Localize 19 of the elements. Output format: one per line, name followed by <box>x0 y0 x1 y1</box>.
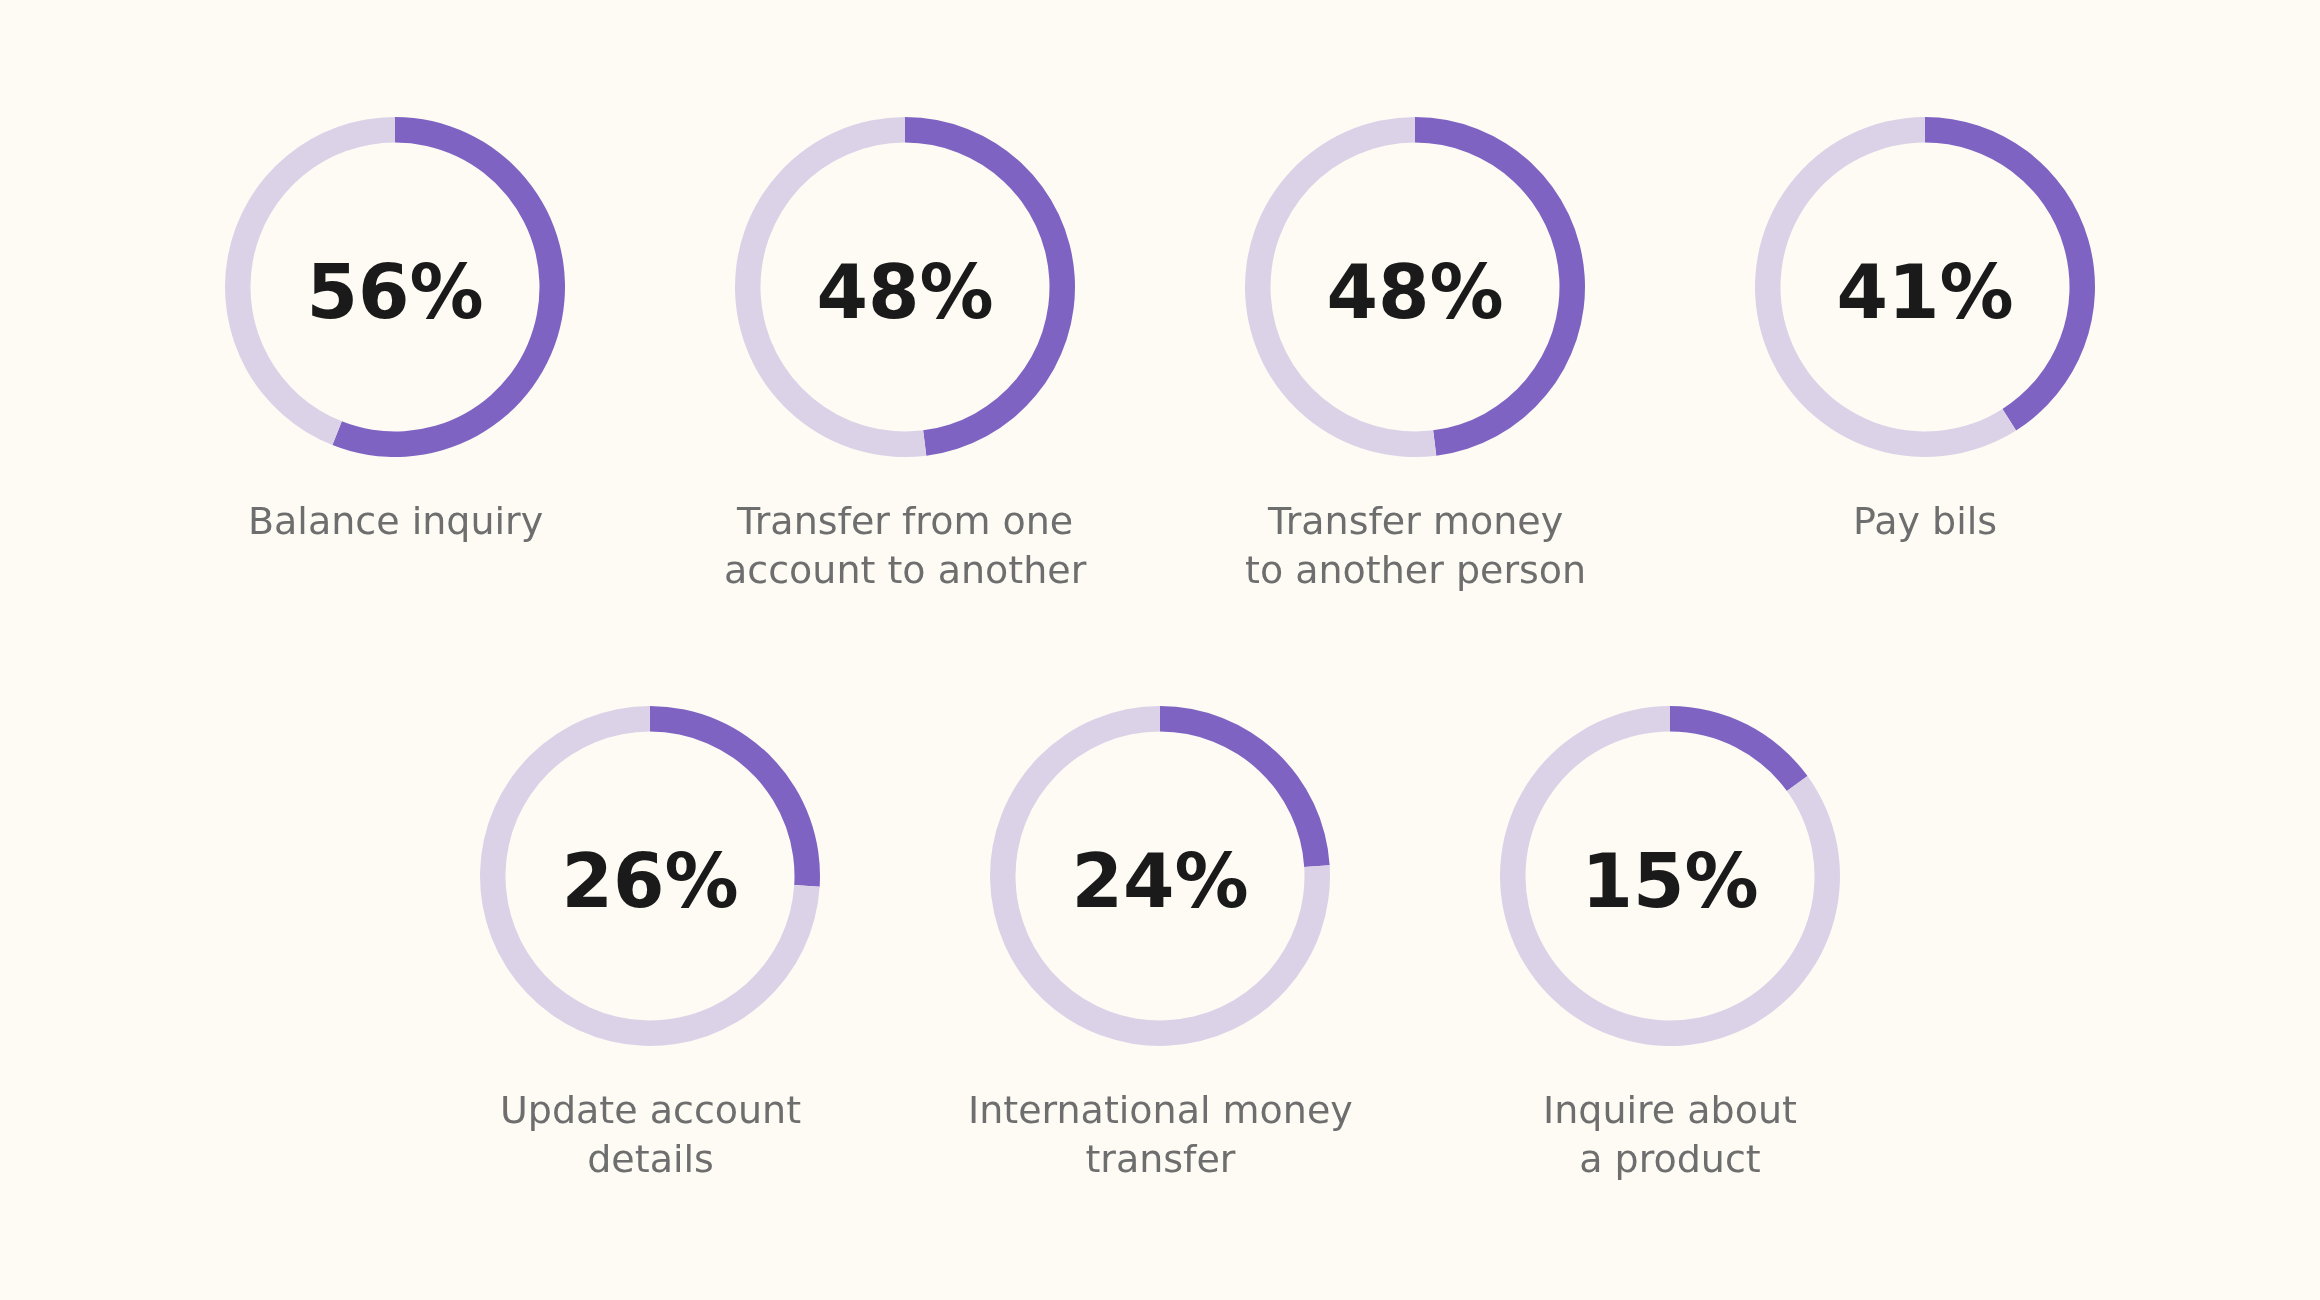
text: 48% <box>1326 249 1504 335</box>
text: Transfer from one account to another <box>724 499 1087 593</box>
text: 15% <box>1581 838 1759 924</box>
text: 24% <box>1071 838 1249 924</box>
donut-slice <box>480 706 820 1046</box>
text: Balance inquiry <box>248 499 544 543</box>
donut-slice <box>1755 117 2017 457</box>
text: 48% <box>816 249 994 335</box>
text: 56% <box>306 249 484 335</box>
donut-slice <box>1500 706 1840 1046</box>
text: Inquire about a product <box>1543 1088 1797 1182</box>
donut-slice <box>990 706 1330 1046</box>
text: Update account details <box>500 1088 802 1182</box>
text: 41% <box>1836 249 2014 335</box>
donut-slice <box>1670 706 1808 792</box>
text: Pay bils <box>1853 499 1998 543</box>
text: Transfer money to another person <box>1245 499 1587 593</box>
text: International money transfer <box>968 1088 1353 1182</box>
text: 26% <box>561 838 739 924</box>
